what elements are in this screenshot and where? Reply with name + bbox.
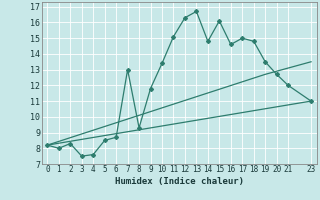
X-axis label: Humidex (Indice chaleur): Humidex (Indice chaleur)	[115, 177, 244, 186]
